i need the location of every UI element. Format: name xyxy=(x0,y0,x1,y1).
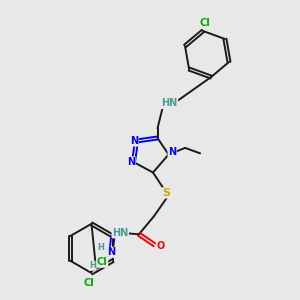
Text: Cl: Cl xyxy=(97,257,108,267)
Text: Cl: Cl xyxy=(199,18,210,28)
Text: N: N xyxy=(107,247,116,257)
Text: N: N xyxy=(130,136,138,146)
Text: Cl: Cl xyxy=(83,278,94,288)
Text: S: S xyxy=(163,188,170,198)
Text: HN: HN xyxy=(112,228,128,238)
Text: H: H xyxy=(97,243,104,252)
Text: H: H xyxy=(89,261,96,270)
Text: N: N xyxy=(127,157,135,167)
Text: O: O xyxy=(156,241,165,251)
Text: HN: HN xyxy=(161,98,178,109)
Text: N: N xyxy=(168,147,176,157)
